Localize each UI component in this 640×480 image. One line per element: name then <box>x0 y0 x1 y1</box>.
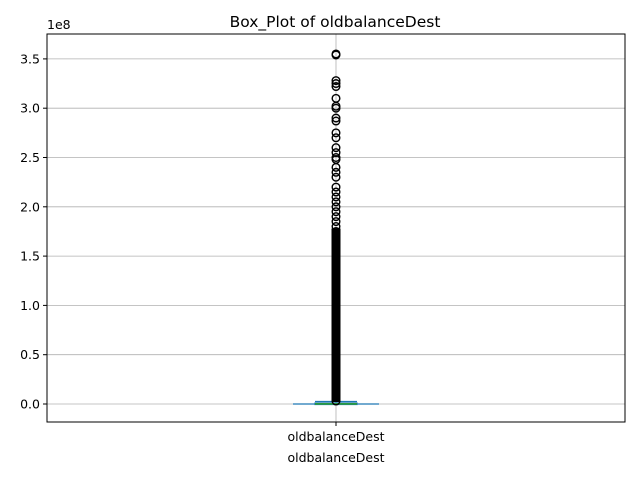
outlier-point <box>331 116 341 126</box>
outlier-point <box>331 148 341 158</box>
outlier-point <box>331 231 341 241</box>
y-tick-label: 2.0 <box>20 199 40 214</box>
outlier-point <box>331 128 341 138</box>
outlier-point <box>331 261 341 271</box>
y-tick-label: 1.5 <box>20 249 40 264</box>
outlier-point <box>331 182 341 192</box>
outlier-point <box>331 360 341 370</box>
outlier-point <box>331 197 341 207</box>
outlier-point <box>331 49 341 59</box>
data-layer <box>293 49 379 406</box>
y-tick-label: 3.5 <box>20 51 40 66</box>
outlier-point <box>331 320 341 330</box>
outlier-point <box>331 113 341 123</box>
outlier-point <box>331 379 341 389</box>
outlier-point <box>331 217 341 227</box>
outlier-point <box>331 82 341 92</box>
outlier-point <box>331 281 341 291</box>
y-tick-label: 0.5 <box>20 347 40 362</box>
y-tick-label: 3.0 <box>20 101 40 116</box>
outlier-point <box>331 226 341 236</box>
outlier-point <box>331 76 341 86</box>
outlier-point <box>331 187 341 197</box>
outlier-point <box>331 133 341 143</box>
outlier-cluster <box>331 228 341 403</box>
outlier-point <box>331 79 341 89</box>
outlier-point <box>331 152 341 162</box>
outlier-point <box>331 310 341 320</box>
outlier-point <box>331 172 341 182</box>
x-tick-label: oldbalanceDest <box>288 429 385 444</box>
outlier-point <box>331 300 341 310</box>
y-tick-label: 1.0 <box>20 298 40 313</box>
outlier-point <box>331 192 341 202</box>
axis-layer: 0.0 0.5 1.0 1.5 2.0 2.5 3.0 3.5 oldbalanceDest <box>20 51 384 444</box>
outlier-point <box>331 251 341 261</box>
outlier-point <box>331 330 341 340</box>
outlier-point <box>331 207 341 217</box>
y-tick-label: 2.5 <box>20 150 40 165</box>
outlier-point <box>331 167 341 177</box>
outlier-point <box>331 291 341 301</box>
outlier-point <box>331 222 341 232</box>
outlier-point <box>331 350 341 360</box>
outlier-point <box>331 202 341 212</box>
outlier-point <box>331 389 341 399</box>
outlier-point <box>331 241 341 251</box>
outlier-point <box>331 340 341 350</box>
outlier-point <box>331 212 341 222</box>
y-tick-label: 0.0 <box>20 397 40 412</box>
outlier-point <box>331 93 341 103</box>
outlier-point <box>331 143 341 153</box>
outlier-point <box>331 369 341 379</box>
outlier-point <box>331 271 341 281</box>
y-offset-label: 1e8 <box>47 17 71 32</box>
x-axis-label: oldbalanceDest <box>288 450 385 465</box>
chart-title: Box_Plot of oldbalanceDest <box>230 13 441 32</box>
